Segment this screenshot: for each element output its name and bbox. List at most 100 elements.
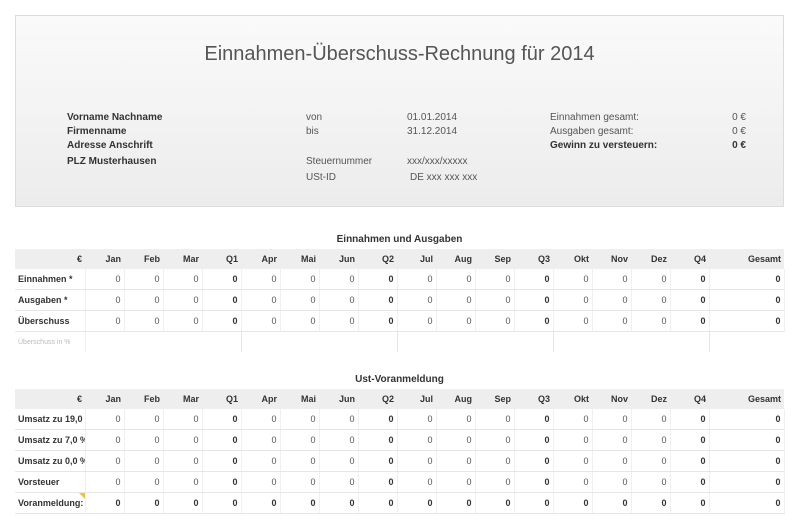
value-cell[interactable]: 0 xyxy=(85,450,125,472)
value-cell[interactable]: 0 xyxy=(124,310,164,332)
value-cell[interactable]: 0 xyxy=(280,409,320,430)
value-cell: 0 xyxy=(202,289,242,311)
value-cell[interactable]: 0 xyxy=(319,269,359,290)
value-cell[interactable]: 0 xyxy=(85,289,125,311)
percent-cell xyxy=(670,331,710,352)
period-from-value[interactable]: 01.01.2014 xyxy=(407,112,458,123)
value-cell[interactable]: 0 xyxy=(553,429,593,451)
table-row-total: Voranmeldung: 0 0 0 0 0 0 0 0 0 0 0 0 0 0 0 0 0 xyxy=(15,492,785,514)
value-cell[interactable]: 0 xyxy=(592,289,632,311)
value-cell[interactable]: 0 xyxy=(124,409,164,430)
value-cell[interactable]: 0 xyxy=(631,409,671,430)
value-cell[interactable]: 0 xyxy=(163,409,203,430)
value-cell[interactable]: 0 xyxy=(85,269,125,290)
value-cell[interactable]: 0 xyxy=(397,471,437,493)
value-cell[interactable]: 0 xyxy=(592,409,632,430)
value-cell[interactable]: 0 xyxy=(631,269,671,290)
value-cell[interactable]: 0 xyxy=(475,310,515,332)
value-cell[interactable]: 0 xyxy=(319,429,359,451)
value-cell[interactable]: 0 xyxy=(475,269,515,290)
value-cell[interactable]: 0 xyxy=(124,471,164,493)
value-cell[interactable]: 0 xyxy=(319,409,359,430)
value-cell[interactable]: 0 xyxy=(85,429,125,451)
value-cell[interactable]: 0 xyxy=(280,450,320,472)
value-cell: 0 xyxy=(514,471,554,493)
value-cell[interactable]: 0 xyxy=(85,471,125,493)
value-cell[interactable]: 0 xyxy=(631,450,671,472)
value-cell[interactable]: 0 xyxy=(280,269,320,290)
value-cell[interactable]: 0 xyxy=(163,471,203,493)
value-cell[interactable]: 0 xyxy=(436,409,476,430)
value-cell[interactable]: 0 xyxy=(475,471,515,493)
vat-id-value[interactable]: DE xxx xxx xxx xyxy=(410,172,478,183)
value-cell[interactable]: 0 xyxy=(592,269,632,290)
tax-number-value[interactable]: xxx/xxx/xxxxx xyxy=(407,156,468,167)
value-cell[interactable]: 0 xyxy=(553,289,593,311)
value-cell[interactable]: 0 xyxy=(241,471,281,493)
value-cell[interactable]: 0 xyxy=(241,310,281,332)
value-cell[interactable]: 0 xyxy=(436,429,476,451)
value-cell[interactable]: 0 xyxy=(436,310,476,332)
value-cell[interactable]: 0 xyxy=(319,450,359,472)
column-header: Q2 xyxy=(358,389,397,409)
value-cell[interactable]: 0 xyxy=(475,429,515,451)
value-cell[interactable]: 0 xyxy=(319,471,359,493)
value-cell[interactable]: 0 xyxy=(85,409,125,430)
value-cell[interactable]: 0 xyxy=(163,310,203,332)
value-cell[interactable]: 0 xyxy=(241,409,281,430)
value-cell[interactable]: 0 xyxy=(280,429,320,451)
value-cell[interactable]: 0 xyxy=(280,289,320,311)
value-cell[interactable]: 0 xyxy=(592,429,632,451)
value-cell[interactable]: 0 xyxy=(553,409,593,430)
table-row: Überschuss 0 0 0 0 0 0 0 0 0 0 0 0 0 0 0 0 0 xyxy=(15,310,785,332)
value-cell[interactable]: 0 xyxy=(553,450,593,472)
value-cell[interactable]: 0 xyxy=(631,310,671,332)
value-cell[interactable]: 0 xyxy=(475,289,515,311)
value-cell[interactable]: 0 xyxy=(631,429,671,451)
value-cell[interactable]: 0 xyxy=(436,289,476,311)
value-cell[interactable]: 0 xyxy=(163,450,203,472)
value-cell[interactable]: 0 xyxy=(85,310,125,332)
value-cell[interactable]: 0 xyxy=(397,429,437,451)
value-cell[interactable]: 0 xyxy=(319,289,359,311)
value-cell[interactable]: 0 xyxy=(631,289,671,311)
value-cell[interactable]: 0 xyxy=(475,409,515,430)
value-cell[interactable]: 0 xyxy=(553,310,593,332)
value-cell[interactable]: 0 xyxy=(241,289,281,311)
value-cell: 0 xyxy=(670,269,710,290)
row-label: Umsatz zu 7,0 % xyxy=(15,429,86,451)
value-cell[interactable]: 0 xyxy=(592,471,632,493)
value-cell[interactable]: 0 xyxy=(553,471,593,493)
value-cell[interactable]: 0 xyxy=(397,269,437,290)
value-cell[interactable]: 0 xyxy=(163,269,203,290)
value-cell: 0 xyxy=(514,269,554,290)
value-cell[interactable]: 0 xyxy=(631,471,671,493)
value-cell[interactable]: 0 xyxy=(124,429,164,451)
value-cell[interactable]: 0 xyxy=(124,269,164,290)
value-cell[interactable]: 0 xyxy=(241,450,281,472)
value-cell[interactable]: 0 xyxy=(592,310,632,332)
value-cell[interactable]: 0 xyxy=(397,310,437,332)
value-cell[interactable]: 0 xyxy=(124,289,164,311)
value-cell[interactable]: 0 xyxy=(436,471,476,493)
value-cell[interactable]: 0 xyxy=(124,450,164,472)
period-to-value[interactable]: 31.12.2014 xyxy=(407,126,458,137)
row-label: Umsatz zu 19,0 % xyxy=(15,409,86,430)
value-cell[interactable]: 0 xyxy=(241,429,281,451)
value-cell[interactable]: 0 xyxy=(397,409,437,430)
value-cell[interactable]: 0 xyxy=(397,450,437,472)
value-cell[interactable]: 0 xyxy=(397,289,437,311)
value-cell[interactable]: 0 xyxy=(163,289,203,311)
value-cell[interactable]: 0 xyxy=(475,450,515,472)
value-cell[interactable]: 0 xyxy=(163,429,203,451)
value-cell[interactable]: 0 xyxy=(592,450,632,472)
column-header: € xyxy=(15,249,85,269)
value-cell[interactable]: 0 xyxy=(280,310,320,332)
value-cell[interactable]: 0 xyxy=(319,310,359,332)
total-cell: 0 xyxy=(475,492,515,514)
value-cell[interactable]: 0 xyxy=(241,269,281,290)
value-cell[interactable]: 0 xyxy=(436,269,476,290)
value-cell[interactable]: 0 xyxy=(436,450,476,472)
value-cell[interactable]: 0 xyxy=(280,471,320,493)
value-cell[interactable]: 0 xyxy=(553,269,593,290)
